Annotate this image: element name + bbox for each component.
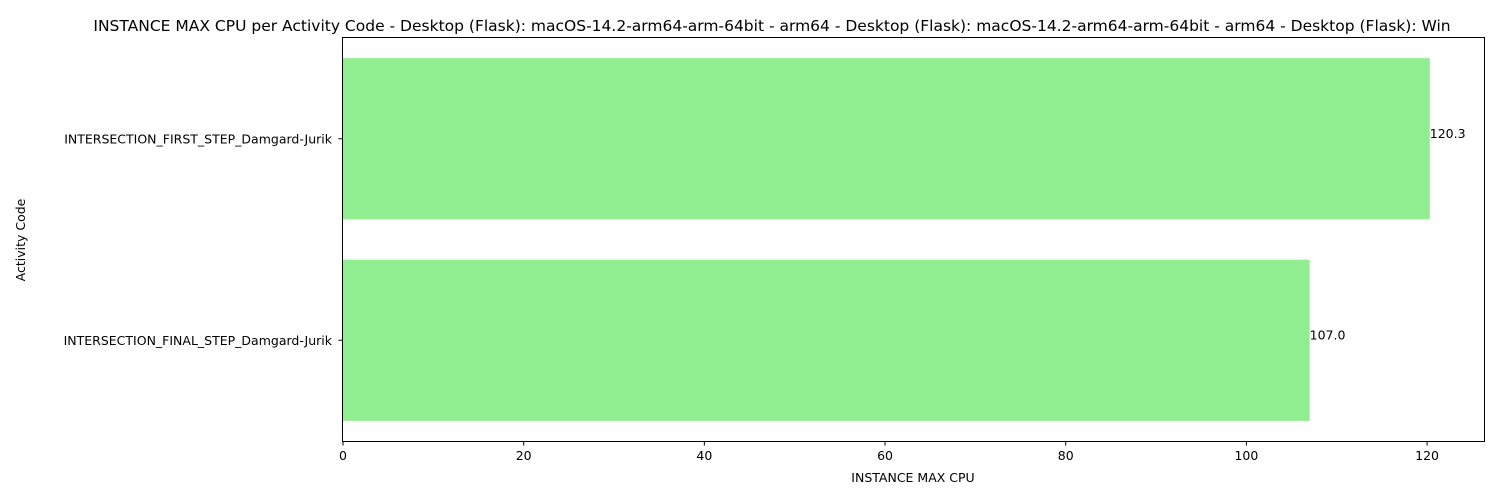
x-axis-label: INSTANCE MAX CPU	[851, 470, 974, 485]
x-tick-label: 0	[339, 448, 347, 463]
bar-value-label: 107.0	[1310, 327, 1346, 342]
bar	[343, 259, 1310, 421]
bar	[343, 58, 1430, 220]
y-tick-label: INTERSECTION_FIRST_STEP_Damgard-Jurik	[64, 131, 333, 146]
chart-title: INSTANCE MAX CPU per Activity Code - Des…	[93, 17, 1450, 35]
bar-value-label: 120.3	[1430, 126, 1466, 141]
x-tick-label: 120	[1415, 448, 1439, 463]
y-tick-label: INTERSECTION_FINAL_STEP_Damgard-Jurik	[64, 333, 333, 348]
x-axis-ticks: 0 20 40 60 80 100 120	[339, 441, 1439, 463]
y-axis-ticks: INTERSECTION_FIRST_STEP_Damgard-Jurik INT…	[64, 131, 343, 348]
x-tick-label: 60	[877, 448, 893, 463]
x-tick-label: 80	[1058, 448, 1074, 463]
y-axis-label: Activity Code	[13, 198, 28, 281]
plot-frame	[342, 37, 1485, 442]
value-labels-layer: 120.3 107.0	[1310, 126, 1466, 343]
bars-layer	[343, 58, 1430, 421]
x-tick-label: 100	[1234, 448, 1258, 463]
x-tick-label: 20	[516, 448, 532, 463]
x-tick-label: 40	[696, 448, 712, 463]
